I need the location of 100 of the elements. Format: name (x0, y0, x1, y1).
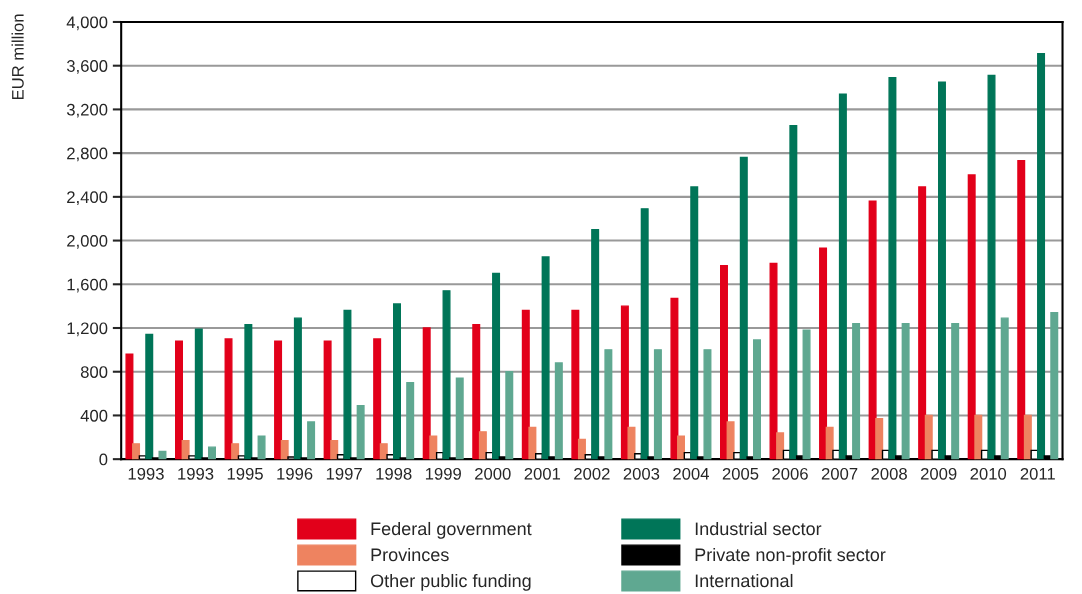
legend-label: International (695, 573, 793, 588)
bar (472, 324, 481, 460)
y-tick-label: 2,800 (67, 147, 108, 162)
bar (188, 455, 197, 460)
legend-label: Other public funding (370, 573, 531, 591)
bar (795, 455, 804, 460)
x-tick-label: 2010 (970, 467, 1007, 480)
bar (343, 309, 352, 460)
bar (455, 377, 464, 460)
bar (901, 322, 910, 460)
bar (703, 349, 712, 460)
bar (577, 438, 586, 460)
bar (845, 455, 854, 460)
bar (739, 156, 748, 460)
bar (875, 418, 884, 460)
bar (670, 297, 679, 460)
x-tick-label: 1998 (376, 467, 412, 480)
x-tick-label: 2008 (871, 467, 907, 480)
bar (280, 439, 289, 460)
y-tick-label: 2,000 (67, 234, 108, 249)
bar (591, 228, 600, 460)
bar (746, 456, 755, 460)
y-tick-label: 3,600 (66, 60, 108, 74)
bar (478, 431, 487, 460)
bar (967, 174, 976, 460)
bar (819, 247, 828, 460)
bar (194, 328, 203, 460)
bar (918, 186, 927, 460)
bar (528, 426, 537, 460)
x-tick-label: 1999 (425, 467, 461, 480)
bar (937, 81, 946, 460)
bar (392, 303, 401, 460)
bar (492, 272, 501, 460)
x-tick-label: 1993 (128, 467, 164, 480)
bar (356, 404, 365, 460)
y-tick-label: 1,600 (67, 278, 108, 293)
y-tick-label: 0 (99, 453, 108, 466)
bar (719, 265, 728, 460)
bar (554, 362, 563, 460)
x-tick-label: 2003 (623, 467, 660, 480)
x-tick-label: 2001 (524, 467, 561, 480)
bar (181, 439, 190, 460)
x-tick-label: 1997 (326, 467, 362, 480)
bar (330, 439, 339, 460)
bar (521, 309, 530, 460)
y-tick-label: 4,000 (66, 16, 108, 31)
bar (987, 74, 996, 460)
x-tick-label: 2000 (475, 467, 511, 480)
legend-label: Industrial sector (695, 521, 822, 536)
bar (224, 338, 233, 460)
bar (994, 455, 1003, 460)
x-tick-label: 2002 (574, 467, 610, 480)
y-tick-label: 1,200 (67, 322, 108, 337)
bar (838, 93, 847, 460)
x-tick-label: 2004 (673, 467, 709, 480)
bar (895, 455, 904, 460)
bar (1023, 414, 1032, 460)
bar (373, 338, 382, 460)
bar (125, 353, 134, 460)
bar (257, 435, 266, 460)
bar (505, 371, 514, 460)
x-tick-label: 1996 (277, 467, 313, 480)
y-tick-label: 2,400 (67, 191, 108, 206)
bar (825, 426, 834, 460)
bar (653, 349, 662, 460)
bar (974, 414, 983, 460)
bar (244, 324, 253, 460)
bar (422, 327, 431, 460)
bar (753, 339, 761, 460)
bar (1017, 160, 1026, 460)
y-axis-title: EUR million (11, 14, 24, 100)
x-tick-label: 1995 (227, 467, 263, 480)
bar (541, 256, 550, 460)
bar (776, 432, 785, 460)
bar (323, 340, 332, 460)
y-tick-label: 400 (80, 409, 108, 422)
bar (640, 208, 649, 460)
bar (231, 443, 240, 460)
bar (627, 426, 636, 460)
bar (571, 309, 580, 460)
bar (132, 443, 141, 460)
bar (174, 340, 183, 460)
bar (769, 262, 778, 460)
bar (802, 329, 811, 460)
bar (307, 421, 316, 460)
bar (274, 340, 283, 460)
bar (1037, 52, 1046, 460)
bar (647, 456, 656, 460)
bar (924, 414, 933, 460)
bar (1000, 317, 1009, 460)
bar (852, 322, 861, 460)
x-tick-label: 2005 (722, 467, 759, 480)
bar (868, 200, 877, 460)
bar (442, 290, 451, 460)
bar (888, 77, 897, 460)
bar (620, 305, 629, 460)
x-tick-label: 1993 (178, 467, 214, 480)
legend-label: Federal government (371, 521, 532, 539)
bar (789, 125, 798, 460)
bar (951, 322, 960, 460)
